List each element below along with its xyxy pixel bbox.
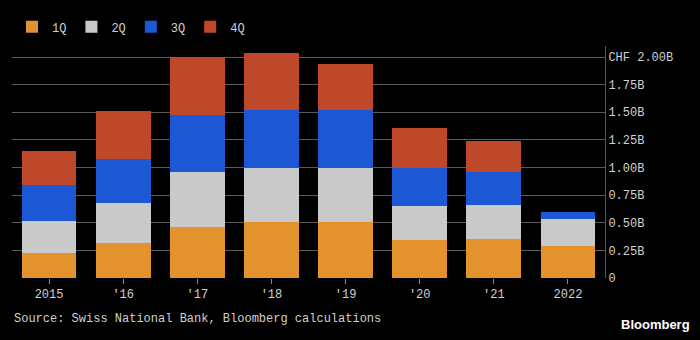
svg-text:1.00B: 1.00B bbox=[608, 162, 644, 176]
svg-text:1.75B: 1.75B bbox=[608, 79, 644, 93]
svg-text:4Q: 4Q bbox=[230, 22, 244, 36]
svg-text:'18: '18 bbox=[261, 288, 283, 302]
svg-text:2Q: 2Q bbox=[111, 22, 125, 36]
svg-text:CHF 2.00B: CHF 2.00B bbox=[608, 51, 673, 65]
svg-text:'19: '19 bbox=[335, 288, 357, 302]
svg-text:3Q: 3Q bbox=[171, 22, 185, 36]
svg-text:1Q: 1Q bbox=[52, 22, 66, 36]
svg-text:'16: '16 bbox=[112, 288, 134, 302]
svg-text:1.25B: 1.25B bbox=[608, 134, 644, 148]
svg-text:'17: '17 bbox=[187, 288, 209, 302]
svg-text:2015: 2015 bbox=[35, 288, 64, 302]
svg-text:0: 0 bbox=[608, 272, 615, 286]
svg-text:Bloomberg: Bloomberg bbox=[621, 317, 690, 332]
svg-text:Source: Swiss National Bank, B: Source: Swiss National Bank, Bloomberg c… bbox=[14, 312, 381, 326]
svg-text:'21: '21 bbox=[483, 288, 505, 302]
svg-text:0.75B: 0.75B bbox=[608, 189, 644, 203]
svg-text:1.50B: 1.50B bbox=[608, 106, 644, 120]
svg-text:0.25B: 0.25B bbox=[608, 245, 644, 259]
svg-text:0.50B: 0.50B bbox=[608, 217, 644, 231]
svg-text:2022: 2022 bbox=[554, 288, 583, 302]
svg-text:'20: '20 bbox=[409, 288, 431, 302]
